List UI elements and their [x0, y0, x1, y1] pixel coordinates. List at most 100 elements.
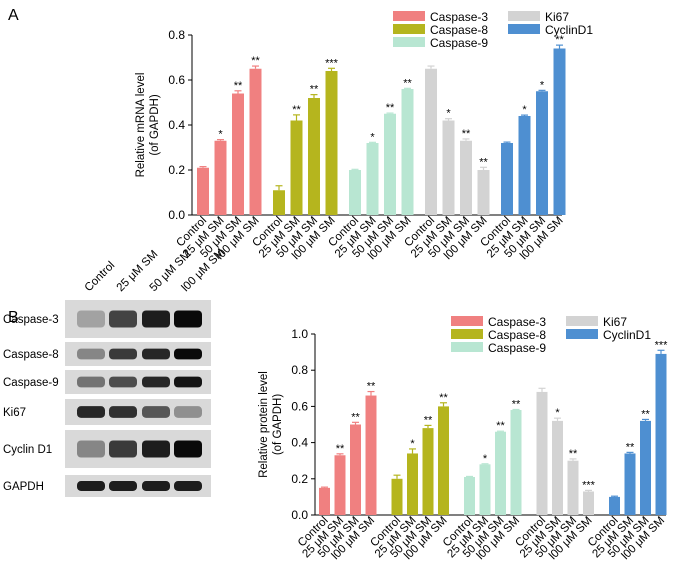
- chart-a-sig-label: **: [310, 84, 319, 96]
- chart-a-bar-caspase9-1: [366, 143, 379, 215]
- blot-band: [109, 348, 137, 360]
- chart-a-sig-label: *: [540, 79, 545, 91]
- chart-b-ytick-label: 0.4: [291, 436, 308, 450]
- chart-a-bar-caspase3-3: [249, 68, 262, 215]
- chart-a-bar-ki67-1: [442, 120, 455, 215]
- chart-b-bar-caspase3-1: [334, 455, 346, 515]
- chart-b-legend-label-2: Caspase-9: [488, 341, 546, 355]
- blot-band: [77, 481, 105, 491]
- blot-band: [142, 376, 170, 388]
- chart-b-sig-label: *: [483, 453, 488, 465]
- blot-band: [77, 310, 105, 328]
- chart-a-ytick-label: 0.6: [168, 73, 185, 87]
- chart-b-bar-caspase9-3: [510, 410, 522, 515]
- chart-a-sig-label: **: [479, 156, 488, 168]
- chart-b-bar-caspase3-2: [350, 424, 361, 515]
- chart-a-bar-cyclind1-0: [501, 143, 513, 215]
- chart-b-ytick-label: 1.0: [291, 327, 308, 341]
- chart-b-bar-caspase9-2: [495, 431, 506, 515]
- chart-b-sig-label: **: [367, 381, 376, 393]
- chart-b-bar-caspase8-3: [438, 406, 449, 515]
- chart-b-bar-caspase9-1: [479, 464, 491, 515]
- chart-a-bar-ki67-2: [460, 140, 472, 215]
- chart-a-ylabel-line1: Relative mRNA level: [135, 73, 147, 178]
- chart-a-ytick-label: 0.8: [168, 28, 185, 42]
- chart-a-sig-label: *: [218, 129, 223, 141]
- blot-row-label: Cyclin D1: [3, 444, 52, 456]
- chart-a-bar-caspase9-0: [349, 170, 361, 215]
- chart-a-legend-label-0: Caspase-3: [430, 10, 488, 24]
- chart-a-bar-caspase8-0: [273, 190, 285, 215]
- chart-a-sig-label: **: [462, 128, 471, 140]
- chart-b-legend-swatch-2: [451, 342, 483, 352]
- chart-b-legend-label-1: Caspase-8: [488, 328, 546, 342]
- chart-a-sig-label: **: [403, 77, 412, 89]
- chart-a-legend-label-2: Caspase-9: [430, 36, 488, 50]
- chart-a-sig-label: **: [386, 102, 395, 114]
- chart-b-bar-cyclind1-1: [624, 453, 636, 515]
- chart-a-bar-caspase8-1: [290, 120, 303, 215]
- chart-a-legend-label-3: Ki67: [545, 10, 569, 24]
- chart-b-sig-label: **: [496, 420, 505, 432]
- chart-a-ytick-label: 0.0: [168, 208, 185, 222]
- chart-b-sig-label: **: [626, 441, 635, 453]
- chart-b-sig-label: **: [336, 443, 345, 455]
- chart-a-bar-cyclind1-3: [553, 48, 566, 215]
- chart-a-ytick-label: 0.2: [168, 163, 185, 177]
- blot-band: [142, 481, 170, 491]
- blot-band: [77, 376, 105, 388]
- chart-b-bar-cyclind1-2: [640, 420, 651, 515]
- blot-band: [77, 440, 105, 458]
- chart-b-sig-label: **: [641, 408, 650, 420]
- chart-a-sig-label: *: [370, 131, 375, 143]
- chart-a-bar-caspase9-2: [384, 113, 396, 215]
- chart-a-bar-caspase3-2: [232, 93, 244, 215]
- chart-a-bar-ki67-3: [477, 170, 490, 215]
- chart-a-sig-label: *: [522, 104, 527, 116]
- chart-a-bar-caspase3-1: [214, 140, 227, 215]
- blot-band: [77, 348, 105, 360]
- chart-b-bar-caspase3-3: [365, 395, 377, 515]
- blot-row-label: Caspase-3: [3, 314, 59, 326]
- panel-label-a: A: [8, 7, 19, 24]
- chart-b-legend-swatch-1: [451, 329, 483, 339]
- blot-row-label: Caspase-9: [3, 377, 59, 389]
- blot-band: [174, 481, 202, 491]
- blot-band: [174, 310, 202, 328]
- chart-a-legend-swatch-2: [393, 37, 425, 47]
- blot-row-label: Ki67: [3, 407, 26, 419]
- chart-a-sig-label: ***: [325, 57, 339, 69]
- chart-b-legend-label-0: Caspase-3: [488, 315, 546, 329]
- chart-a-bar-caspase9-3: [401, 89, 414, 215]
- blot-band: [77, 406, 105, 418]
- chart-a-bar-cyclind1-2: [536, 91, 548, 215]
- chart-a-ytick-label: 0.4: [168, 118, 185, 132]
- chart-a-mrna: 0.0 0.2 0.4 0.6 0.8 Relative mRNA level (of GA…: [135, 10, 593, 262]
- panel-label-b: B: [8, 309, 19, 326]
- blot-band: [174, 348, 202, 360]
- chart-b-ytick-label: 0.0: [291, 508, 308, 522]
- chart-a-bar-ki67-0: [425, 68, 437, 215]
- chart-b-sig-label: *: [410, 438, 415, 450]
- chart-a-ylabel-line2: (of GAPDH): [149, 94, 161, 156]
- blot-row-label: GAPDH: [3, 481, 44, 493]
- chart-b-legend-swatch-4: [566, 329, 598, 339]
- chart-b-legend-label-4: CyclinD1: [603, 328, 651, 342]
- blot-band: [109, 376, 137, 388]
- chart-b-sig-label: ***: [582, 479, 596, 491]
- chart-a-legend-swatch-0: [393, 11, 425, 21]
- chart-b-bar-caspase3-0: [319, 487, 330, 515]
- blot-band: [174, 406, 202, 418]
- chart-a-legend-swatch-4: [508, 24, 540, 34]
- chart-b-bar-cyclind1-0: [609, 496, 620, 515]
- chart-a-sig-label: **: [251, 55, 260, 67]
- chart-b-bar-ki67-3: [583, 491, 594, 515]
- chart-a-legend-swatch-3: [508, 11, 540, 21]
- chart-b-ylabel-line2: (of GAPDH): [272, 394, 284, 456]
- chart-b-ylabel-line1: Relative protein level: [258, 371, 270, 478]
- chart-b-ytick-label: 0.2: [291, 472, 308, 486]
- chart-b-bar-caspase9-0: [464, 476, 475, 515]
